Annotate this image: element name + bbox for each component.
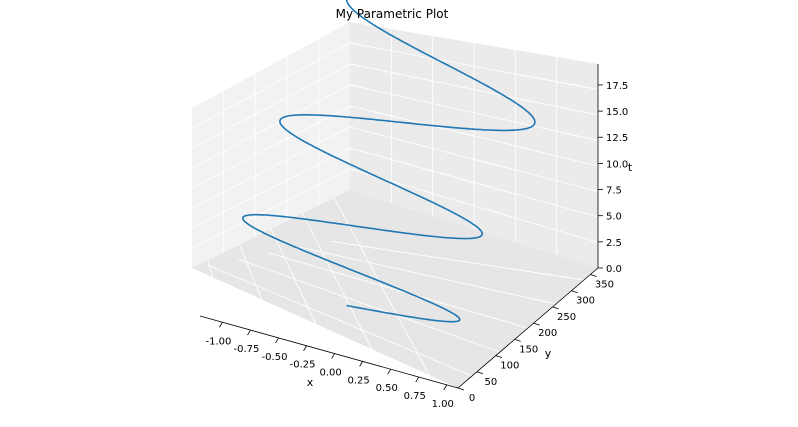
gridline (299, 246, 557, 305)
x-tick-label: 0.25 (348, 375, 370, 386)
y-tick-label: 250 (557, 312, 576, 323)
y-tick-label: 200 (538, 328, 557, 339)
y-tick (533, 322, 540, 326)
gridline (333, 197, 433, 382)
z-tick-label: 12.5 (606, 133, 628, 144)
gridline (191, 42, 351, 129)
gridline (191, 147, 351, 229)
y-tick (476, 371, 484, 375)
y-tick-label: 0 (469, 393, 475, 404)
x-tick-label: -0.50 (262, 352, 288, 363)
gridline (191, 105, 351, 189)
gridline (302, 213, 382, 367)
y-tick-label: 150 (519, 344, 538, 355)
z-tick-label: 7.5 (606, 186, 622, 197)
z-tick-label: 2.5 (606, 238, 622, 249)
x-axis-line (199, 315, 459, 389)
y-tick (514, 338, 521, 342)
gridline (191, 63, 351, 149)
z-tick-label: 15.0 (606, 107, 628, 118)
z-tick-label: 10.0 (606, 159, 628, 170)
y-axis-line (457, 267, 599, 389)
series-line (242, 0, 536, 323)
x-tick-label: 0.75 (404, 391, 426, 402)
gridline (270, 228, 330, 353)
gridline (238, 258, 501, 353)
back-pane (192, 22, 350, 268)
x-tick-label: -1.00 (205, 336, 231, 347)
x-tick-label: 0.50 (376, 383, 398, 394)
x-tick (247, 329, 251, 336)
x-tick-label: 0.00 (319, 368, 341, 379)
y-axis-label: y (545, 347, 552, 360)
x-tick-label: -0.25 (290, 360, 316, 371)
gridline (191, 84, 351, 169)
x-axis-label: x (307, 376, 314, 389)
y-tick (457, 387, 465, 391)
y-tick-label: 350 (595, 279, 614, 290)
z-ticks: 0.0 2.5 5.0 7.5 10.0 12.5 15.0 17.5 (598, 81, 628, 275)
y-tick-label: 50 (485, 377, 498, 388)
z-tick-label: 17.5 (606, 81, 628, 92)
x-tick (415, 376, 420, 383)
y-tick (552, 306, 559, 310)
x-tick (331, 353, 335, 359)
y-tick (495, 355, 502, 358)
gridline (207, 260, 227, 324)
x-tick (219, 322, 223, 328)
z-tick-label: 0.0 (606, 264, 622, 275)
floor-pane (192, 190, 598, 388)
x-tick (275, 337, 279, 344)
z-tick-label: 5.0 (606, 212, 622, 223)
gridline (207, 264, 473, 377)
y-tick (571, 290, 578, 294)
gridline (191, 168, 351, 249)
gridline (330, 240, 585, 281)
chart-title: My Parametric Plot (336, 7, 449, 21)
x-ticks: -1.00-0.75-0.50-0.250.00 0.25 0.50 0.75 1.00 (205, 322, 454, 410)
z-axis-label: t (628, 161, 633, 174)
gridline (238, 244, 278, 338)
x-tick (387, 369, 392, 375)
x-tick-label: 1.00 (432, 399, 454, 410)
gridline (269, 252, 529, 329)
y-tick (590, 274, 597, 277)
x-tick (303, 345, 307, 351)
x-tick (359, 361, 363, 367)
y-tick-label: 100 (500, 361, 519, 372)
y-tick-label: 300 (576, 296, 595, 307)
x-tick-label: -0.75 (234, 344, 260, 355)
gridline (191, 126, 351, 209)
x-tick (443, 384, 448, 391)
